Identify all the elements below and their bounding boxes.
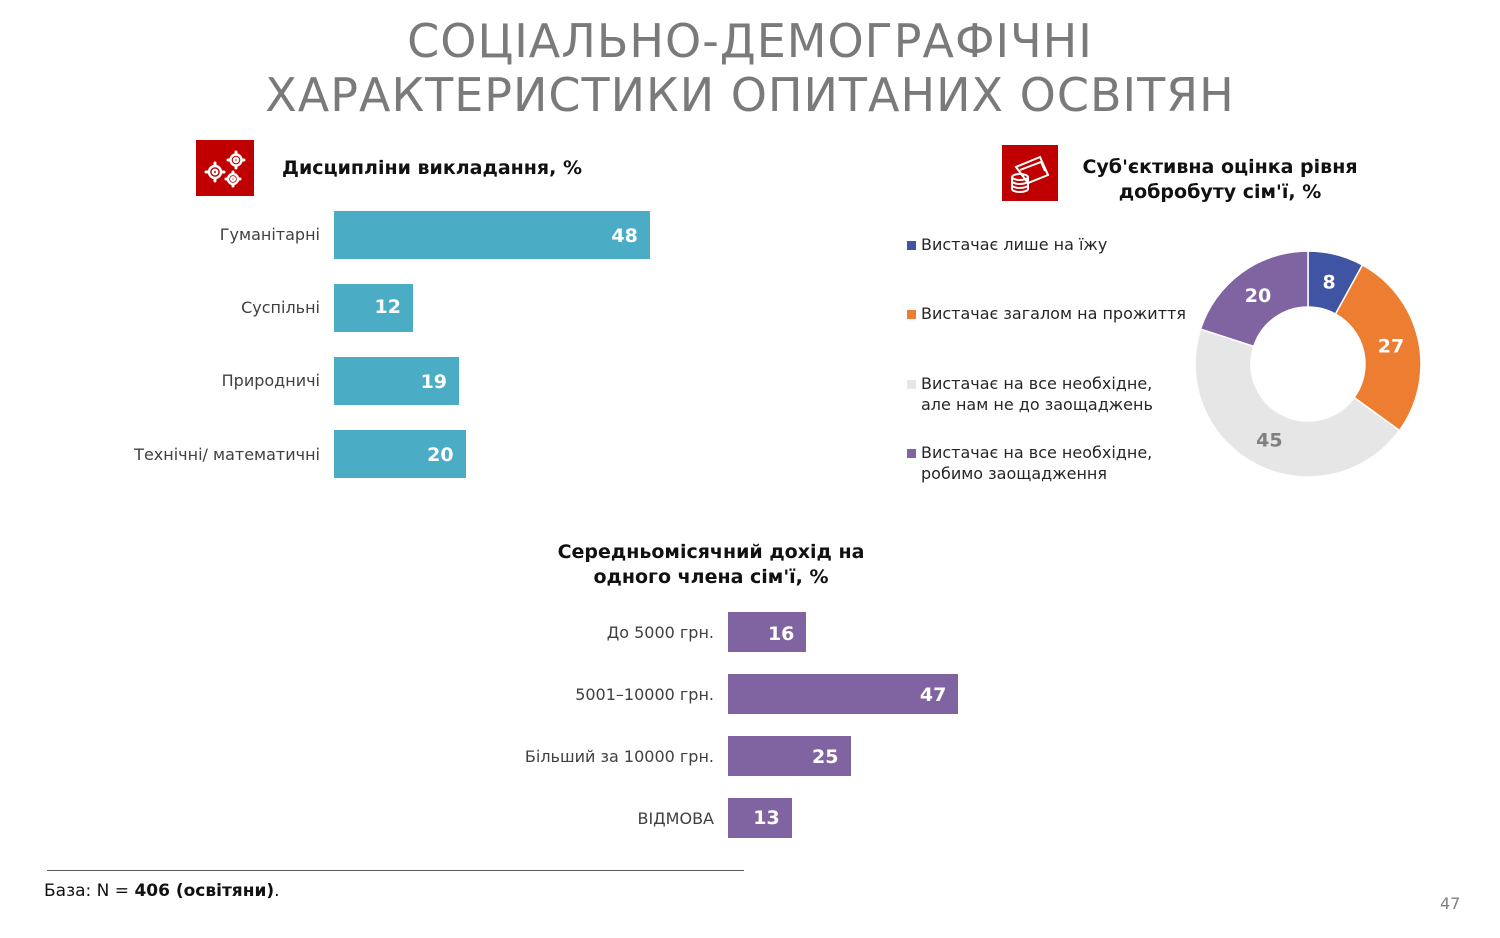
legend-swatch bbox=[907, 310, 916, 319]
money-icon-graphic bbox=[1011, 155, 1050, 193]
income-title-line-2: одного члена сім'ї, % bbox=[593, 566, 829, 588]
income-bar bbox=[728, 674, 959, 714]
disciplines-bar bbox=[334, 357, 460, 405]
legend-label-line: Вистачає на все необхідне, bbox=[921, 374, 1153, 393]
legend-label-line: але нам не до заощаджень bbox=[921, 395, 1153, 414]
disciplines-bar-value: 48 bbox=[611, 225, 638, 247]
footnote-bold: 406 (освітяни) bbox=[134, 881, 275, 901]
disciplines-category-label: Суспільні bbox=[241, 298, 320, 317]
legend-label: Вистачає лише на їжу bbox=[921, 234, 1201, 255]
legend-label-line: Вистачає на все необхідне, bbox=[921, 443, 1153, 462]
income-category-label: До 5000 грн. bbox=[606, 623, 714, 642]
legend-label-line: робимо заощадження bbox=[921, 464, 1107, 483]
legend-label: Вистачає загалом на прожиття bbox=[921, 303, 1201, 324]
disciplines-bar bbox=[334, 211, 650, 259]
income-chart-title: Середньомісячний дохід на одного члена с… bbox=[540, 540, 882, 590]
page-title: СОЦІАЛЬНО-ДЕМОГРАФІЧНІ ХАРАКТЕРИСТИКИ ОП… bbox=[0, 14, 1500, 122]
wellbeing-title-line-2: добробуту сім'ї, % bbox=[1118, 181, 1322, 203]
donut-slice-value: 27 bbox=[1378, 335, 1404, 357]
income-category-label: 5001–10000 грн. bbox=[575, 685, 714, 704]
wellbeing-title-line-1: Суб'єктивна оцінка рівня bbox=[1082, 156, 1358, 178]
donut-slice-value: 45 bbox=[1256, 430, 1282, 452]
disciplines-category-label: Природничі bbox=[221, 371, 320, 390]
income-title-line-1: Середньомісячний дохід на bbox=[557, 541, 865, 563]
disciplines-bar bbox=[334, 430, 466, 478]
disciplines-bar bbox=[334, 284, 413, 332]
legend-label: Вистачає на все необхідне, робимо заощад… bbox=[921, 442, 1201, 484]
footnote-prefix: База: N = bbox=[44, 881, 135, 901]
income-bar bbox=[728, 798, 792, 838]
disciplines-category-label: Гуманітарні bbox=[219, 225, 320, 244]
income-category-label: ВІДМОВА bbox=[637, 809, 714, 828]
income-bar-value: 47 bbox=[919, 684, 947, 706]
footnote-suffix: . bbox=[274, 881, 280, 901]
disciplines-bar-value: 12 bbox=[374, 296, 401, 318]
donut-slice bbox=[1194, 328, 1401, 478]
footnote: База: N = 406 (освітяни). bbox=[44, 881, 280, 901]
income-bar bbox=[728, 612, 807, 652]
income-category-label: Більший за 10000 грн. bbox=[524, 747, 714, 766]
gears-icon-graphic bbox=[204, 150, 246, 188]
legend-label: Вистачає на все необхідне, але нам не до… bbox=[921, 373, 1201, 415]
legend-label-line: Вистачає лише на їжу bbox=[921, 235, 1108, 254]
income-bar-value: 13 bbox=[753, 807, 780, 829]
footnote-divider bbox=[47, 870, 744, 871]
page-title-line-1: СОЦІАЛЬНО-ДЕМОГРАФІЧНІ bbox=[407, 14, 1093, 68]
donut-slice bbox=[1199, 250, 1309, 348]
donut-slice-value: 8 bbox=[1323, 272, 1336, 294]
donut-slice bbox=[1334, 263, 1422, 432]
legend-swatch bbox=[907, 380, 916, 389]
income-bar-value: 25 bbox=[812, 746, 839, 768]
wellbeing-chart-title: Суб'єктивна оцінка рівня добробуту сім'ї… bbox=[1070, 155, 1370, 205]
gears-icon bbox=[196, 140, 254, 196]
disciplines-category-label: Технічні/ математичні bbox=[134, 445, 320, 464]
legend-label-line: Вистачає загалом на прожиття bbox=[921, 304, 1186, 323]
page-title-line-2: ХАРАКТЕРИСТИКИ ОПИТАНИХ ОСВІТЯН bbox=[265, 68, 1235, 122]
donut-slice-value: 20 bbox=[1245, 285, 1271, 307]
income-bar-value: 16 bbox=[767, 623, 795, 645]
disciplines-bar-value: 20 bbox=[427, 444, 454, 466]
disciplines-bar-value: 19 bbox=[420, 371, 448, 393]
income-bar bbox=[728, 736, 851, 776]
legend-swatch bbox=[907, 241, 916, 250]
legend-swatch bbox=[907, 449, 916, 458]
page-number: 47 bbox=[1440, 894, 1461, 913]
money-icon bbox=[1002, 145, 1058, 201]
wellbeing-donut-chart: 8 27 45 20 bbox=[1194, 250, 1422, 478]
disciplines-chart-title: Дисципліни викладання, % bbox=[282, 157, 582, 179]
